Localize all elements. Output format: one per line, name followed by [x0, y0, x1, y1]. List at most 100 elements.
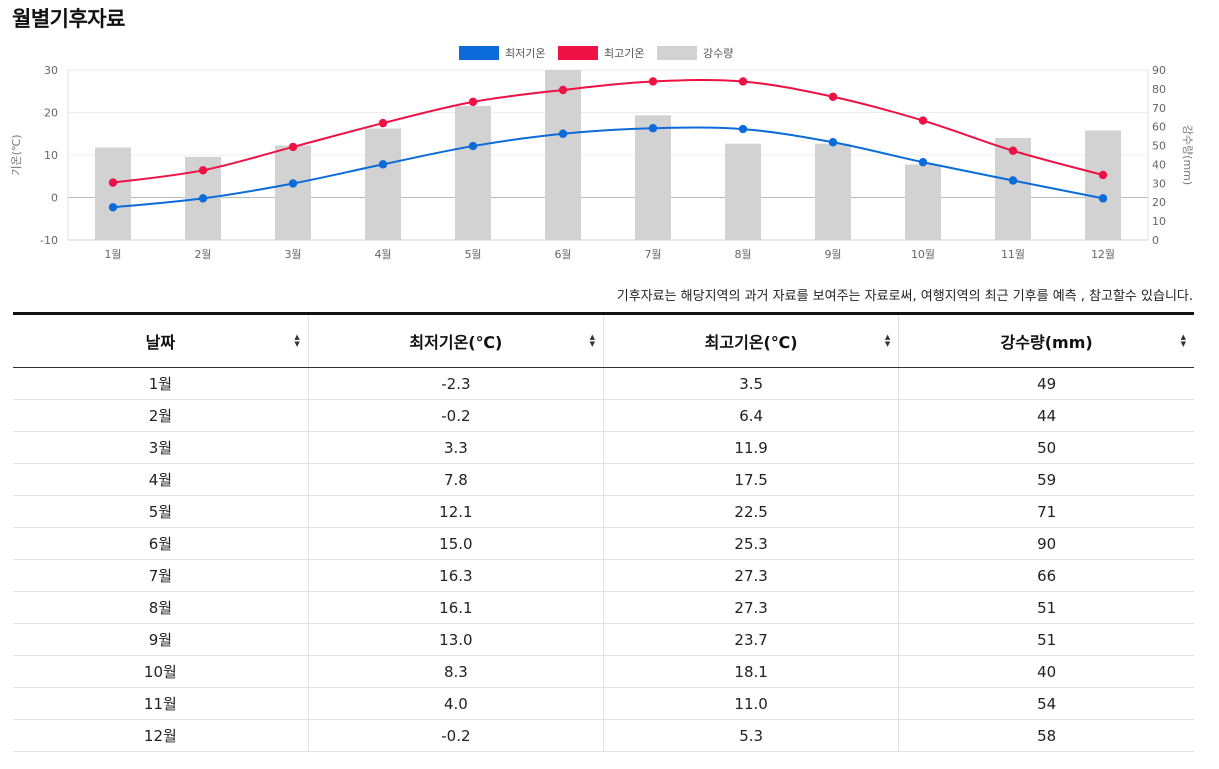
table-cell-max-temp: 25.3: [602, 527, 899, 560]
y-right-tick-label: 0: [1152, 234, 1159, 247]
page-title: 월별기후자료: [12, 7, 125, 31]
table-cell-min-temp: 16.1: [307, 591, 604, 624]
legend-label-rain: 강수량: [703, 47, 733, 60]
max-temp-point: [288, 142, 298, 152]
sort-icon[interactable]: ▲ ▼: [589, 333, 595, 348]
min-temp-point: [288, 179, 298, 188]
table-cell-rainfall: 66: [898, 559, 1194, 592]
y-right-tick-label: 30: [1152, 177, 1166, 190]
table-cell-date: 6월: [13, 527, 309, 560]
table-cell-rainfall: 51: [898, 591, 1194, 624]
y-right-tick-label: 20: [1152, 196, 1166, 209]
table-cell-date: 2월: [13, 399, 309, 432]
column-header-label: 날짜: [145, 333, 176, 352]
column-header-label: 최저기온(℃): [409, 333, 503, 352]
max-temp-point: [108, 178, 118, 187]
table-cell-rainfall: 58: [898, 719, 1194, 752]
column-header-rainfall[interactable]: 강수량(mm) ▲ ▼: [898, 315, 1194, 368]
max-temp-point: [558, 85, 568, 95]
table-row: 8월 16.1 27.3 51: [13, 591, 1194, 624]
max-temp-point: [1098, 170, 1108, 180]
max-temp-point: [738, 77, 748, 86]
table-cell-min-temp: 4.0: [307, 687, 604, 720]
table-cell-max-temp: 27.3: [602, 591, 899, 624]
table-row: 11월 4.0 11.0 54: [13, 687, 1194, 720]
max-temp-point: [1008, 146, 1018, 155]
rain-bar: [635, 115, 671, 240]
table-cell-min-temp: 13.0: [307, 623, 604, 656]
rain-bar: [905, 164, 941, 240]
table-cell-max-temp: 18.1: [602, 655, 899, 688]
column-header-min-temp[interactable]: 최저기온(℃) ▲ ▼: [307, 315, 604, 368]
table-cell-max-temp: 17.5: [602, 463, 899, 496]
table-cell-max-temp: 11.0: [602, 687, 899, 720]
table-row: 12월 -0.2 5.3 58: [13, 719, 1194, 752]
table-cell-date: 4월: [13, 463, 309, 496]
climate-chart: -10 0 10 20 30 0 10 20 30 40 50 60 70 80 90 기온(℃) 강수량(mm…: [10, 46, 1194, 261]
table-cell-date: 8월: [13, 591, 309, 624]
rain-bar: [545, 70, 581, 240]
max-temp-line: [112, 78, 1104, 184]
table-cell-rainfall: 54: [898, 687, 1194, 720]
rain-bar: [275, 145, 311, 240]
table-row: 6월 15.0 25.3 90: [13, 527, 1194, 560]
y-right-tick-label: 10: [1152, 215, 1166, 228]
table-cell-date: 7월: [13, 559, 309, 592]
table-cell-min-temp: 16.3: [307, 559, 604, 592]
table-cell-date: 9월: [13, 623, 309, 656]
column-header-label: 최고기온(℃): [704, 333, 798, 352]
y-left-axis-title: 기온(℃): [10, 134, 23, 175]
x-tick-label: 6월: [554, 248, 571, 261]
y-right-axis-title: 강수량(mm): [1181, 125, 1194, 185]
table-body: 1월 -2.3 3.5 49 2월 -0.2 6.4 44 3월 3.3 11.9 50 4월 7.8 17…: [13, 367, 1194, 752]
table-cell-min-temp: 15.0: [307, 527, 604, 560]
table-cell-rainfall: 40: [898, 655, 1194, 688]
table-row: 2월 -0.2 6.4 44: [13, 399, 1194, 432]
table-cell-max-temp: 27.3: [602, 559, 899, 592]
rain-bar: [725, 143, 761, 240]
column-header-max-temp[interactable]: 최고기온(℃) ▲ ▼: [602, 315, 899, 368]
y-left-tick-label: -10: [40, 234, 58, 247]
min-temp-point: [378, 160, 388, 169]
table-cell-rainfall: 59: [898, 463, 1194, 496]
rain-bar: [95, 147, 131, 240]
x-tick-label: 11월: [1001, 248, 1025, 261]
table-cell-date: 1월: [13, 367, 309, 400]
x-tick-label: 7월: [644, 248, 661, 261]
max-temp-point: [378, 118, 388, 128]
min-temp-point: [198, 194, 208, 203]
sort-icon[interactable]: ▲ ▼: [884, 333, 891, 348]
min-temp-point: [558, 129, 568, 138]
table-row: 3월 3.3 11.9 50: [13, 431, 1194, 464]
x-tick-label: 10월: [911, 248, 935, 261]
table-cell-min-temp: 7.8: [307, 463, 604, 496]
sort-icon[interactable]: ▲ ▼: [1180, 333, 1186, 348]
table-row: 4월 7.8 17.5 59: [13, 463, 1194, 496]
min-temp-point: [918, 158, 928, 167]
table-cell-rainfall: 44: [898, 399, 1194, 432]
table-cell-rainfall: 90: [898, 527, 1194, 560]
table-row: 10월 8.3 18.1 40: [13, 655, 1194, 688]
table-cell-max-temp: 5.3: [602, 719, 899, 752]
min-temp-point: [648, 124, 658, 133]
x-tick-label: 4월: [374, 248, 391, 261]
min-temp-point: [738, 124, 748, 134]
y-left-tick-label: 0: [51, 192, 58, 205]
table-cell-min-temp: -0.2: [307, 719, 604, 752]
x-tick-label: 1월: [104, 248, 121, 261]
column-header-date[interactable]: 날짜 ▲ ▼: [13, 315, 309, 368]
table-cell-rainfall: 49: [898, 367, 1194, 400]
min-temp-point: [468, 141, 478, 151]
table-cell-date: 11월: [13, 687, 309, 720]
table-cell-date: 5월: [13, 495, 309, 528]
max-temp-point: [828, 92, 838, 101]
table-cell-max-temp: 3.5: [602, 367, 899, 400]
min-temp-point: [1008, 176, 1018, 185]
table-cell-rainfall: 71: [898, 495, 1194, 528]
sort-icon[interactable]: ▲ ▼: [294, 333, 300, 348]
table-cell-max-temp: 23.7: [602, 623, 899, 656]
column-header-label: 강수량(mm): [1000, 333, 1093, 352]
y-right-tick-label: 90: [1152, 64, 1166, 77]
rain-bar: [365, 128, 401, 240]
y-right-tick-label: 60: [1152, 121, 1166, 134]
